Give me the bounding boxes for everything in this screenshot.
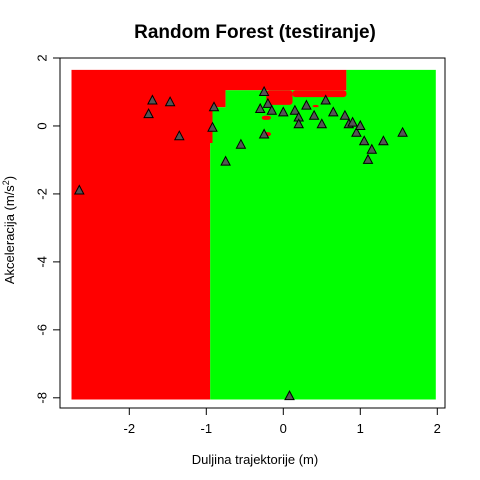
data-point [266, 104, 278, 115]
region-red-patch [261, 115, 271, 120]
y-tick-label: -4 [34, 256, 49, 268]
x-axis-label: Duljina trajektorije (m) [192, 452, 318, 467]
data-point [327, 106, 339, 117]
y-axis-label-main: Akceleracija (m/s [2, 185, 17, 284]
data-point [73, 184, 85, 195]
x-tick-label: 2 [434, 421, 441, 436]
data-point [339, 109, 351, 120]
data-point [397, 126, 408, 137]
x-tick-label: -2 [124, 421, 136, 436]
data-point [378, 135, 389, 146]
data-point [258, 85, 270, 96]
data-point [235, 138, 247, 149]
data-point [358, 135, 370, 146]
data-point [207, 121, 218, 132]
data-point [258, 128, 270, 139]
data-point [220, 155, 231, 166]
data-point [208, 101, 220, 112]
data-point [284, 390, 295, 401]
data-point [308, 109, 320, 120]
region-green [210, 69, 436, 400]
data-point [277, 106, 289, 117]
y-tick-label: -8 [34, 392, 49, 404]
data-point [143, 108, 154, 119]
y-axis-label: Akceleracija (m/s2) [1, 176, 17, 284]
data-point [362, 153, 374, 164]
data-point [316, 118, 328, 129]
x-tick-label: 1 [357, 421, 364, 436]
region-red-patch [292, 90, 347, 98]
chart-title: Random Forest (testiranje) [134, 22, 376, 43]
data-point [320, 94, 332, 105]
x-axis: -2 -1 0 1 2 [124, 407, 441, 436]
x-tick-label: 0 [280, 421, 287, 436]
y-axis-label-sup: 2 [1, 180, 11, 185]
region-red [71, 69, 347, 400]
data-point [254, 102, 266, 113]
data-point [354, 119, 366, 130]
y-tick-label: 0 [34, 122, 49, 129]
region-red-patch [266, 90, 293, 105]
data-point [147, 94, 158, 105]
y-tick-label: -2 [34, 188, 49, 200]
region-red-patch [312, 104, 319, 108]
data-point [366, 143, 378, 154]
data-point [173, 130, 185, 141]
data-point [351, 126, 362, 137]
data-point [164, 96, 176, 107]
x-tick-label: -1 [201, 421, 213, 436]
data-points [73, 85, 408, 401]
data-point [301, 99, 312, 110]
y-tick-label: -6 [34, 324, 49, 336]
data-point [293, 118, 305, 129]
y-tick-label: 2 [34, 54, 49, 61]
data-point [289, 104, 301, 115]
y-axis-label-end: ) [2, 176, 17, 180]
data-point [262, 97, 274, 108]
data-point [347, 116, 358, 127]
decision-regions [71, 69, 436, 400]
y-axis: -8 -6 -4 -2 0 2 [34, 54, 61, 404]
